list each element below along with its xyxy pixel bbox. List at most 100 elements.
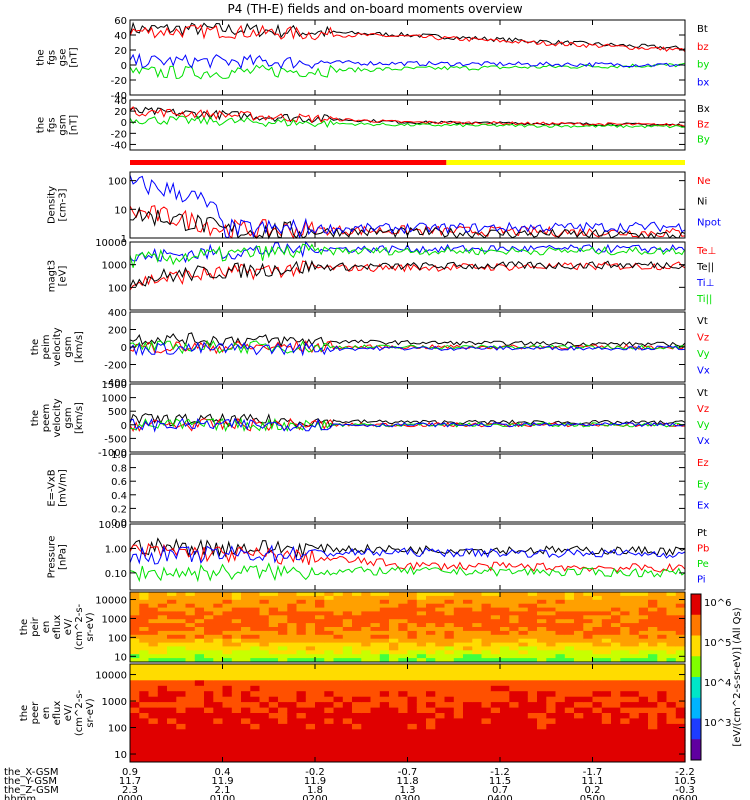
spectrogram-cell [481, 603, 492, 609]
spectrogram-cell [259, 723, 270, 730]
y-tick-label: 1.0 [111, 450, 127, 461]
series-line-Vy [129, 339, 686, 355]
spectrogram-cell [278, 599, 288, 605]
spectrogram-cell [361, 634, 372, 640]
y-axis-label: (cm^2-s- [74, 603, 85, 650]
spectrogram-cell [463, 607, 473, 612]
spectrogram-cell [527, 729, 538, 736]
spectrogram-cell [342, 592, 353, 597]
spectrogram-cell [537, 627, 547, 632]
spectrogram-cell [259, 634, 270, 640]
spectrogram-cell [648, 696, 658, 703]
y-axis-label: Pressure [47, 536, 58, 579]
spectrogram-cell [564, 691, 575, 698]
spectrogram-cell [546, 658, 557, 663]
spectrogram-cell [287, 599, 298, 605]
spectrogram-cell [537, 595, 547, 601]
spectrogram-cell [389, 691, 399, 698]
mode-bar-red [130, 160, 447, 165]
spectrogram-cell [407, 599, 418, 605]
spectrogram-cell [638, 650, 649, 655]
spectrogram-cell [509, 650, 520, 655]
spectrogram-cell [666, 592, 677, 597]
spectrogram-cell [648, 740, 658, 747]
spectrogram-cell [601, 713, 612, 719]
spectrogram-cell [592, 718, 603, 725]
spectrogram-cell [324, 646, 335, 651]
spectrogram-cell [194, 607, 205, 612]
spectrogram-cell [574, 696, 584, 703]
spectrogram-cell [194, 611, 205, 616]
spectrogram-cell [130, 664, 140, 670]
spectrogram-cell [583, 674, 594, 681]
spectrogram-cell [657, 723, 668, 730]
spectrogram-cell [472, 696, 483, 703]
y-axis-label: the [36, 49, 47, 65]
spectrogram-cell [231, 627, 242, 632]
spectrogram-cell [305, 664, 316, 670]
legend-label-Vy: Vy [697, 420, 710, 431]
spectrogram-cell [324, 619, 335, 624]
spectrogram-cell [518, 592, 529, 597]
spectrogram-cell [518, 658, 529, 663]
mode-bar-yellow [446, 160, 685, 165]
spectrogram-cell [472, 623, 483, 628]
spectrogram-cell [509, 707, 520, 714]
spectrogram-cell [500, 658, 510, 663]
spectrogram-cell [389, 654, 399, 659]
spectrogram-cell [675, 664, 686, 670]
spectrogram-cell [268, 623, 279, 628]
spectrogram-cell [194, 646, 205, 651]
spectrogram-cell [287, 603, 298, 609]
spectrogram-cell [342, 680, 353, 687]
spectrogram-cell [157, 595, 168, 601]
spectrogram-cell [222, 627, 233, 632]
spectrogram-cell [453, 627, 464, 632]
spectrogram-cell [546, 592, 557, 597]
ephemeris-value: -0.7 [398, 767, 418, 778]
spectrogram-cell [278, 623, 288, 628]
spectrogram-cell [500, 627, 510, 632]
spectrogram-cell [453, 619, 464, 624]
spectrogram-cell [657, 718, 668, 725]
spectrogram-cell [185, 729, 196, 736]
spectrogram-cell [259, 691, 270, 698]
spectrogram-cell [629, 664, 640, 670]
spectrogram-cell [268, 702, 279, 708]
spectrogram-cell [546, 646, 557, 651]
legend-label-Vx: Vx [697, 366, 710, 377]
spectrogram-cell [620, 713, 631, 719]
spectrogram-cell [222, 664, 233, 670]
spectrogram-cell [555, 603, 566, 609]
ephemeris-value: 11.1 [581, 776, 603, 787]
ephemeris-label: the_X-GSM [4, 767, 58, 778]
spectrogram-cell [167, 685, 177, 692]
spectrogram-cell [139, 611, 150, 616]
spectrogram-cell [398, 740, 409, 747]
spectrogram-cell [537, 674, 547, 681]
spectrogram-cell [370, 638, 381, 644]
spectrogram-cell [481, 607, 492, 612]
spectrogram-cell [537, 685, 547, 692]
spectrogram-cell [620, 634, 631, 640]
spectrogram-cell [490, 718, 501, 725]
spectrogram-cell [564, 680, 575, 687]
spectrogram-cell [509, 603, 520, 609]
spectrogram-cell [157, 664, 168, 670]
spectrogram-cell [629, 650, 640, 655]
spectrogram-cell [490, 638, 501, 644]
spectrogram-cell [601, 691, 612, 698]
spectrogram-cell [194, 654, 205, 659]
spectrogram-cell [398, 664, 409, 670]
ephemeris-value: 11.9 [211, 776, 233, 787]
spectrogram-cell [259, 674, 270, 681]
spectrogram-cell [583, 603, 594, 609]
spectrogram-cell [213, 702, 224, 708]
spectrogram-cell [546, 650, 557, 655]
spectrogram-cell [167, 734, 177, 741]
spectrogram-cell [407, 592, 418, 597]
spectrogram-cell [500, 664, 510, 670]
spectrogram-cell [592, 607, 603, 612]
